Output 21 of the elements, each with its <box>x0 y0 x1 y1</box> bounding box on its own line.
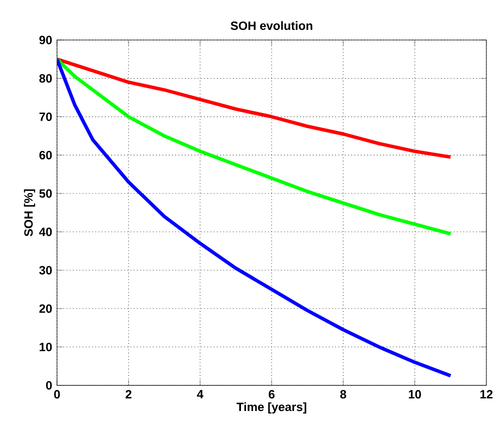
y-tick-label: 10 <box>40 342 52 352</box>
x-tick-label: 10 <box>408 390 421 399</box>
x-tick-label: 0 <box>54 390 60 399</box>
y-tick-label: 70 <box>39 112 52 121</box>
y-tick-label: 0 <box>46 381 52 390</box>
x-axis-title: Time [years] <box>236 402 306 414</box>
x-tick-label: 4 <box>196 390 204 398</box>
chart-title: SOH evolution <box>230 21 312 30</box>
x-tick-label: 8 <box>340 390 346 399</box>
y-axis-title: SOH [%] <box>24 189 36 236</box>
y-tick-label: 80 <box>39 74 52 83</box>
x-tick-label: 6 <box>268 390 275 399</box>
y-tick-label: 30 <box>39 266 52 274</box>
y-tick-label: 40 <box>39 228 52 236</box>
x-tick-label: 2 <box>126 390 132 398</box>
y-tick-label: 50 <box>39 189 52 198</box>
y-tick-label: 60 <box>39 150 52 160</box>
y-tick-label: 20 <box>39 304 52 313</box>
x-tick-label: 12 <box>480 390 493 398</box>
line-series <box>57 57 452 378</box>
y-tick-label: 90 <box>39 36 52 44</box>
